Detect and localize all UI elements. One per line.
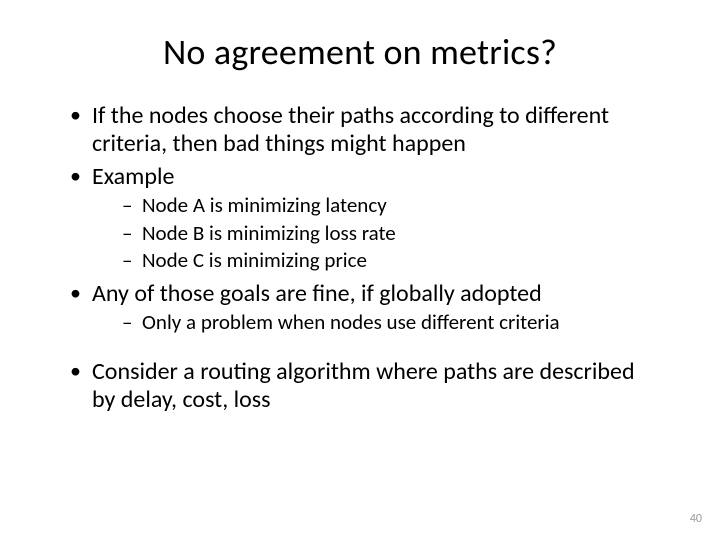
sub-bullet-item: Only a problem when nodes use different … [122,310,660,336]
bullet-text: Consider a routing algorithm where paths… [92,357,635,414]
bullet-text: Example [92,162,174,191]
sub-bullet-item: Node C is minimizing price [122,248,660,274]
sub-bullet-text: Only a problem when nodes use different … [142,309,560,335]
bullet-item: Example Node A is minimizing latency Nod… [70,163,660,274]
bullet-text: Any of those goals are fine, if globally… [92,279,542,308]
slide-title: No agreement on metrics? [60,30,660,74]
bullet-list: Consider a routing algorithm where paths… [60,358,660,415]
sub-bullet-list: Only a problem when nodes use different … [92,310,660,336]
sub-bullet-text: Node B is minimizing loss rate [142,220,396,246]
bullet-list: If the nodes choose their paths accordin… [60,102,660,336]
slide: No agreement on metrics? If the nodes ch… [0,0,720,540]
sub-bullet-list: Node A is minimizing latency Node B is m… [92,193,660,274]
bullet-item: Consider a routing algorithm where paths… [70,358,660,415]
bullet-item: If the nodes choose their paths accordin… [70,102,660,159]
spacer [60,342,660,358]
bullet-item: Any of those goals are fine, if globally… [70,280,660,336]
sub-bullet-text: Node A is minimizing latency [142,192,387,218]
sub-bullet-item: Node A is minimizing latency [122,193,660,219]
sub-bullet-item: Node B is minimizing loss rate [122,221,660,247]
bullet-text: If the nodes choose their paths accordin… [92,101,609,158]
page-number: 40 [690,512,702,526]
sub-bullet-text: Node C is minimizing price [142,247,367,273]
